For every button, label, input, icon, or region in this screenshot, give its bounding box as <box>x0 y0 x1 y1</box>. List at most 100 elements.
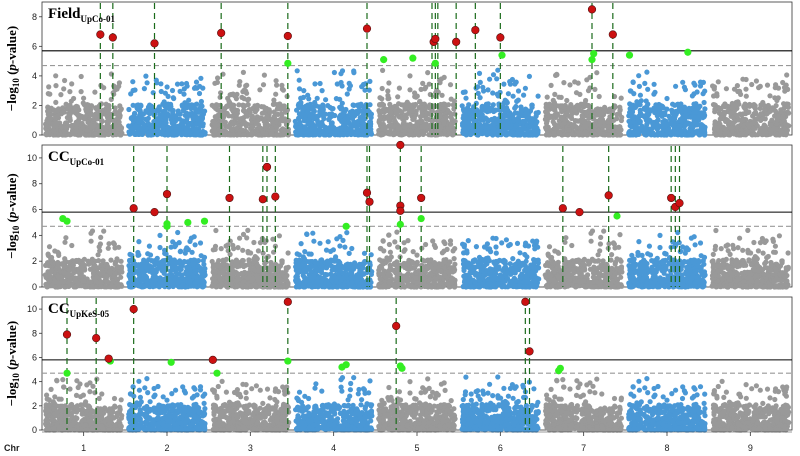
chromosome-label: 3 <box>248 443 253 453</box>
y-tick-label: 6 <box>32 41 37 51</box>
suggestive-snp-point <box>342 361 350 369</box>
chromosome-9-snps <box>710 72 792 138</box>
suggestive-snp-point <box>625 51 634 59</box>
suggestive-snp-point <box>684 48 692 56</box>
y-tick-label: 10 <box>27 153 37 163</box>
suggestive-snp-point <box>200 217 209 225</box>
chromosome-4-snps <box>293 230 375 290</box>
significant-snp-point <box>217 28 226 38</box>
chromosome-label: 8 <box>664 443 669 453</box>
chromosome-1-snps <box>42 228 125 290</box>
chromosome-8-snps <box>626 69 708 138</box>
x-axis: Chr 1 2 3 4 5 6 7 8 9 <box>4 431 792 453</box>
chromosome-3-snps <box>210 378 292 433</box>
significant-snp-point <box>417 193 426 203</box>
chromosome-7-snps <box>542 228 625 290</box>
y-tick-label: 0 <box>32 282 37 292</box>
panel-title: CCUpKeS-05 <box>48 301 110 319</box>
significant-snp-point <box>362 188 372 197</box>
significant-snp-point <box>558 204 567 213</box>
significant-snp-point <box>667 193 676 203</box>
significant-snp-point <box>129 204 138 213</box>
suggestive-snp-point <box>342 222 350 230</box>
significant-snp-point <box>587 5 597 14</box>
suggestive-snp-point <box>431 59 439 67</box>
chromosome-label: 9 <box>748 443 753 453</box>
y-tick-label: 8 <box>32 328 37 338</box>
significant-snp-point <box>396 140 405 150</box>
y-tick-label: 2 <box>32 100 37 110</box>
significant-snp-point <box>604 191 613 200</box>
significant-snp-point <box>62 330 72 339</box>
significant-snp-point <box>675 198 684 208</box>
y-tick-label: 0 <box>32 130 37 140</box>
y-axis-label: −log10 (p-value) <box>4 321 21 406</box>
y-tick-label: 0 <box>32 425 37 435</box>
panel-1: 0 2 4 6 8 FieldUpCo-01 −log10 (p-value) <box>4 1 793 140</box>
significant-snp-point <box>283 297 292 306</box>
y-tick-label: 8 <box>32 12 37 22</box>
chromosome-7-snps <box>542 70 625 138</box>
chromosome-4-snps <box>292 68 375 138</box>
significant-snp-point <box>150 208 159 217</box>
chromosome-7-snps <box>543 376 625 433</box>
suggestive-snp-point <box>409 54 417 62</box>
chromosome-2-snps <box>126 229 208 290</box>
y-axis-label: −log10 (p-value) <box>4 26 21 111</box>
significant-snp-point <box>104 354 113 363</box>
chromosome-6-snps <box>459 374 541 433</box>
panel-title: FieldUpCo-01 <box>48 6 116 24</box>
chromosome-label: 5 <box>414 443 419 453</box>
significant-snp-point <box>392 321 401 331</box>
y-tick-label: 6 <box>32 205 37 215</box>
significant-snp-point <box>575 208 584 217</box>
chromosome-3-snps <box>209 69 292 138</box>
significant-snp-point <box>608 30 617 39</box>
suggestive-snp-point <box>417 214 425 223</box>
x-axis-chr-label: Chr <box>4 443 20 453</box>
suggestive-snp-point <box>284 357 292 365</box>
chromosome-label: 7 <box>581 443 586 453</box>
suggestive-snp-point <box>498 51 506 59</box>
significant-snp-point <box>262 162 272 172</box>
chromosome-label: 2 <box>164 443 169 453</box>
suggestive-snp-point <box>167 358 175 366</box>
significant-snp-point <box>108 33 117 42</box>
chromosome-1-snps <box>43 71 125 138</box>
y-tick-label: 8 <box>32 179 37 189</box>
chromosome-2-snps <box>126 376 208 433</box>
y-tick-label: 4 <box>32 230 37 240</box>
significant-snp-point <box>431 34 440 44</box>
chromosome-8-snps <box>626 376 708 433</box>
suggestive-snp-point <box>613 212 621 220</box>
suggestive-snp-point <box>213 369 221 377</box>
y-tick-label: 10 <box>27 304 37 314</box>
suggestive-snp-point <box>556 364 564 372</box>
chromosome-4-snps <box>293 375 375 433</box>
chromosome-3-snps <box>209 227 291 290</box>
chromosome-5-snps <box>376 229 458 290</box>
significant-snp-point <box>365 197 374 206</box>
chromosome-1-snps <box>43 376 125 433</box>
significant-snp-point <box>471 25 480 35</box>
suggestive-snp-point <box>163 222 171 230</box>
significant-snp-point <box>225 193 234 203</box>
chromosome-9-snps <box>709 227 791 290</box>
significant-snp-point <box>362 24 372 33</box>
panel-title: CCUpCo-01 <box>48 149 105 167</box>
suggestive-snp-point <box>184 218 192 227</box>
significant-snp-point <box>129 304 138 314</box>
significant-snp-point <box>452 37 461 47</box>
significant-snp-point <box>96 30 105 39</box>
significant-snp-point <box>525 347 534 356</box>
significant-snp-point <box>396 206 405 215</box>
y-tick-label: 2 <box>32 401 37 411</box>
panel-3: 0 2 4 6 8 10 CCUpKeS-05 −log10 (p-value) <box>4 296 793 435</box>
significant-snp-point <box>208 355 217 364</box>
significant-snp-point <box>150 39 159 48</box>
panel-2: 0 2 4 6 8 10 CCUpCo-01 −log10 (p-value) <box>4 140 793 292</box>
y-axis-label: −log10 (p-value) <box>4 173 21 258</box>
chromosome-label: 4 <box>331 443 336 453</box>
